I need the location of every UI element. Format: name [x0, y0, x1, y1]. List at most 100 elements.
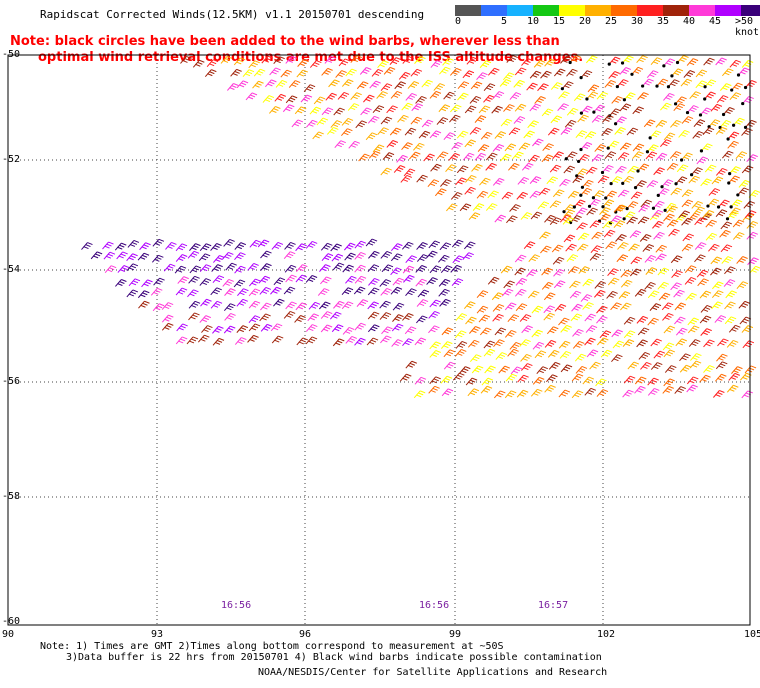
wind-barb — [481, 377, 494, 386]
wind-barb — [673, 96, 687, 106]
wind-barb — [649, 303, 662, 311]
wind-barb — [455, 340, 468, 349]
wind-barb — [655, 152, 668, 161]
wind-barb — [731, 366, 743, 374]
wind-barb — [573, 93, 586, 102]
wind-barb — [736, 256, 748, 264]
wind-barb — [199, 243, 212, 252]
wind-barb — [542, 143, 554, 152]
note-line-2: optimal wind retrieval conditions are me… — [38, 50, 584, 65]
wind-barb — [605, 241, 617, 250]
wind-barb — [518, 142, 531, 151]
wind-barb — [175, 254, 188, 262]
wind-barb — [621, 175, 634, 185]
wind-barb — [451, 141, 463, 150]
wind-barb — [615, 165, 627, 174]
wind-barb — [463, 301, 476, 310]
wind-barb — [708, 243, 720, 252]
wind-barb — [519, 339, 531, 347]
wind-barb — [248, 300, 261, 309]
wind-barb — [563, 234, 576, 243]
wind-barb — [445, 164, 457, 172]
wind-barb — [746, 231, 759, 240]
wind-barb — [175, 336, 188, 345]
wind-barb — [686, 376, 699, 385]
wind-barb — [558, 389, 571, 398]
wind-barb — [479, 60, 492, 69]
wind-barb — [331, 253, 344, 262]
wind-barb — [639, 234, 652, 242]
wind-barb — [726, 131, 740, 141]
wind-barb — [449, 114, 461, 123]
wind-barb — [404, 127, 417, 136]
wind-barb — [426, 250, 438, 259]
wind-barb — [619, 67, 631, 75]
wind-barb — [569, 280, 581, 289]
wind-barb — [686, 58, 699, 66]
wind-barb — [552, 151, 564, 160]
wind-barb — [547, 349, 560, 358]
wind-barb — [528, 154, 540, 163]
wind-barb — [700, 304, 713, 313]
wind-barb — [559, 350, 572, 359]
wind-barb — [533, 59, 546, 68]
wind-barb — [553, 268, 565, 277]
wind-barb — [494, 214, 507, 223]
wind-barb — [368, 277, 380, 286]
wind-barb — [603, 229, 616, 238]
wind-barb — [450, 104, 462, 113]
wind-barb — [644, 282, 656, 290]
wind-barb — [415, 95, 427, 104]
wind-barb — [275, 80, 288, 88]
wind-barb — [638, 204, 650, 213]
wind-barb — [648, 130, 662, 140]
wind-barb — [628, 243, 640, 252]
wind-barb — [391, 323, 404, 332]
wind-barb — [468, 212, 481, 221]
wind-barb — [405, 255, 417, 263]
wind-barb — [617, 152, 630, 160]
wind-barb — [594, 289, 606, 298]
wind-barb — [520, 353, 532, 362]
wind-barb — [305, 275, 318, 283]
wind-barb — [309, 106, 322, 115]
wind-barb — [643, 119, 656, 128]
wind-barb — [509, 204, 521, 212]
longitude-label: 102 — [597, 629, 616, 640]
wind-barb — [719, 229, 731, 238]
wind-barb — [260, 323, 273, 332]
wind-barb — [381, 326, 393, 335]
wind-barb — [660, 139, 672, 148]
wind-barb — [260, 263, 272, 271]
wind-barb — [702, 127, 715, 135]
wind-barb — [705, 232, 718, 241]
legend-label: 35 — [657, 16, 670, 27]
wind-barb — [350, 55, 362, 63]
wind-barb — [528, 254, 540, 263]
wind-barb — [356, 299, 369, 307]
wind-barb — [161, 314, 174, 323]
wind-barb — [220, 55, 233, 64]
legend-color-bar — [455, 5, 760, 16]
wind-barb — [423, 153, 435, 162]
wind-barb — [674, 302, 687, 311]
wind-barb — [324, 55, 337, 64]
wind-barb — [630, 191, 643, 200]
wind-barb — [578, 266, 590, 274]
wind-barb — [663, 349, 676, 358]
wind-barb — [514, 288, 527, 297]
wind-barb — [448, 152, 460, 161]
wind-barb — [568, 55, 582, 65]
wind-barb — [404, 326, 417, 335]
wind-barb — [416, 174, 428, 183]
wind-barb — [200, 298, 212, 307]
wind-barb — [341, 79, 354, 87]
wind-barb — [476, 190, 489, 199]
wind-barb — [392, 314, 404, 322]
wind-barb — [747, 257, 759, 266]
wind-barb — [479, 177, 491, 186]
wind-barb — [636, 55, 648, 63]
wind-barb — [401, 142, 413, 150]
wind-barb — [729, 92, 742, 100]
legend-label: >50 knots — [735, 16, 760, 38]
